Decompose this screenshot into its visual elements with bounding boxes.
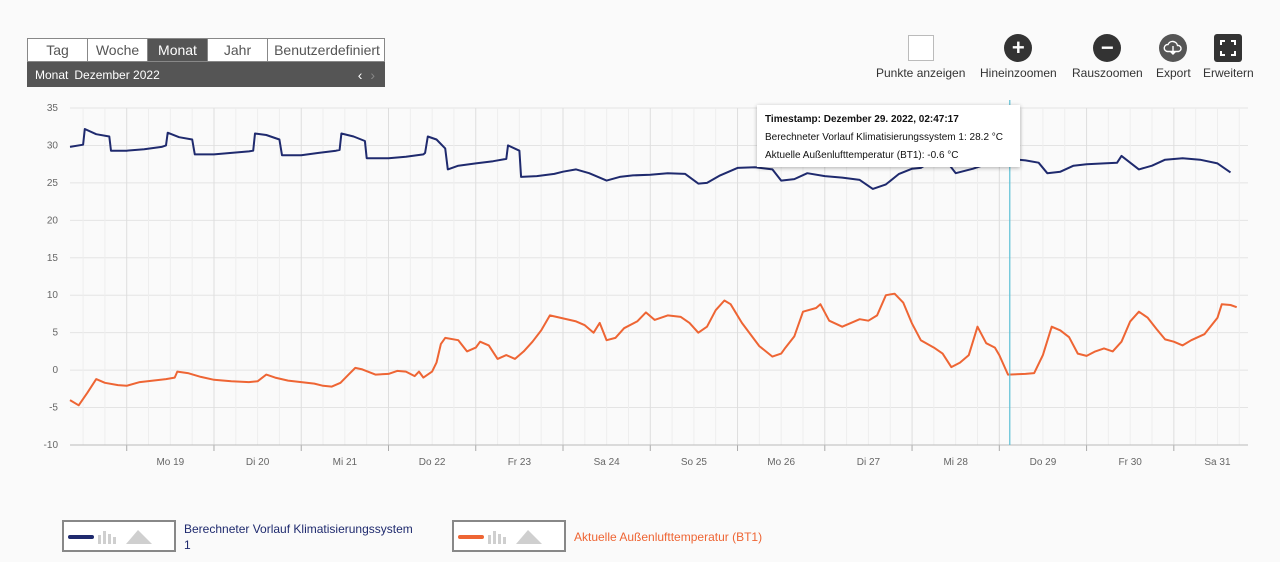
tab-woche[interactable]: Woche [88,39,148,61]
export-label: Export [1156,66,1191,80]
expand-button[interactable]: Erweitern [1203,34,1254,80]
zoom-in-label: Hineinzoomen [980,66,1057,80]
x-tick-label: Sa 31 [1204,457,1231,468]
period-mode: Monat [35,67,69,82]
show-points-toggle[interactable]: Punkte anzeigen [876,34,965,80]
y-tick-label: -10 [44,440,59,451]
tooltip-series2: Aktuelle Außenlufttemperatur (BT1): -0.6… [765,150,959,161]
y-tick-label: 35 [47,103,59,114]
cloud-download-icon [1159,34,1188,62]
tab-jahr[interactable]: Jahr [208,39,268,61]
x-tick-label: Mi 21 [333,457,358,468]
zoom-in-button[interactable]: + Hineinzoomen [980,34,1057,80]
y-tick-label: 20 [47,215,59,226]
legend-label-series1: Berechneter Vorlauf Klimatisierungssyste… [184,521,413,553]
chevron-left-icon[interactable]: ‹ [357,67,363,83]
plus-circle-icon: + [1004,34,1033,62]
x-tick-label: Do 29 [1030,457,1057,468]
period-tabs: Tag Woche Monat Jahr Benutzerdefiniert [27,38,385,62]
legend-label-series2: Aktuelle Außenlufttemperatur (BT1) [574,530,763,544]
x-tick-label: Di 27 [857,457,881,468]
period-bar: Monat Dezember 2022 ‹ › [27,62,385,87]
y-tick-label: 0 [52,365,58,376]
show-points-label: Punkte anzeigen [876,66,966,80]
period-nav: ‹ › [354,67,375,83]
y-tick-label: 15 [47,253,59,264]
x-tick-label: Fr 30 [1119,457,1143,468]
checkbox-icon[interactable] [907,35,934,61]
zoom-out-label: Rauszoomen [1072,66,1143,80]
y-tick-label: 30 [47,140,59,151]
legend-label-series1-line2: 1 [184,538,191,552]
legend-item-series1[interactable] [62,520,176,552]
expand-label: Erweitern [1203,66,1254,80]
line-chart[interactable]: -10 -5 0 5 10 15 20 25 30 35 Mo 19 Di 20 Mi 21 Do 22 F… [0,100,1280,470]
x-tick-label: Fr 23 [508,457,532,468]
y-tick-label: 10 [47,290,59,301]
y-tick-label: 5 [52,328,58,339]
x-tick-label: Do 22 [419,457,446,468]
tab-monat[interactable]: Monat [148,39,208,61]
y-tick-label: 25 [47,178,59,189]
chart-tooltip: Timestamp: Dezember 29. 2022, 02:47:17 B… [757,105,1020,167]
legend-series2-icons [458,530,542,544]
chevron-right-icon[interactable]: › [370,67,375,83]
x-tick-label: Mi 28 [943,457,968,468]
plot-area [70,108,1248,445]
y-tick-label: -5 [49,403,58,414]
fullscreen-icon [1214,34,1243,62]
legend-series1-icons [68,530,152,544]
tooltip-series1: Berechneter Vorlauf Klimatisierungssyste… [765,132,1003,143]
series-line-1 [69,128,1232,190]
legend-label-series1-line1: Berechneter Vorlauf Klimatisierungssyste… [184,522,413,536]
zoom-out-button[interactable]: − Rauszoomen [1072,34,1143,80]
x-tick-label: Mo 19 [156,457,184,468]
export-button[interactable]: Export [1156,34,1191,80]
x-tick-label: So 25 [681,457,708,468]
period-range: Dezember 2022 [74,67,160,82]
tab-benutzerdefiniert[interactable]: Benutzerdefiniert [274,42,380,58]
tab-tag[interactable]: Tag [28,39,88,61]
x-tick-label: Di 20 [246,457,270,468]
tooltip-timestamp: Timestamp: Dezember 29. 2022, 02:47:17 [765,114,959,125]
series-line-2 [69,292,1238,407]
legend-item-series2[interactable] [452,520,566,552]
x-tick-label: Mo 26 [767,457,795,468]
x-tick-label: Sa 24 [594,457,621,468]
minus-circle-icon: − [1093,34,1122,62]
